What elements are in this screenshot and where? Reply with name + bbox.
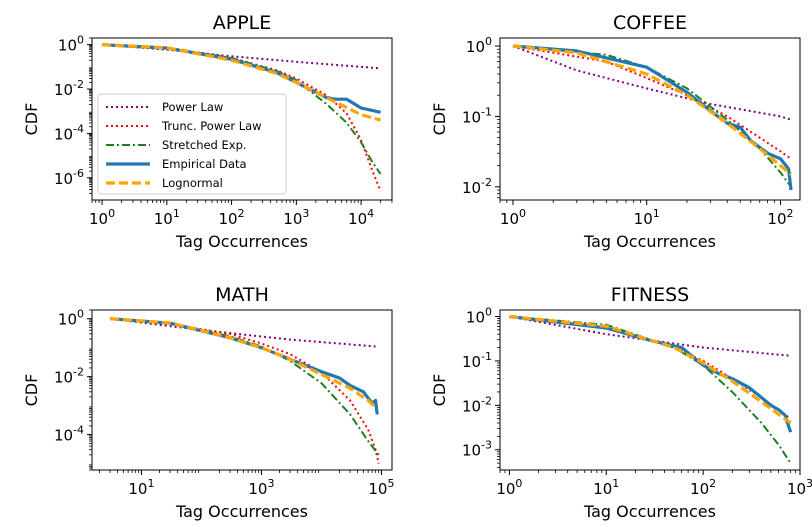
chart-panel-math: MATH 101 103 105 100 10-2 10-4 Tag Occurrences C… <box>22 284 394 521</box>
x-tick-label: 101 <box>593 477 619 498</box>
x-tick-label: 104 <box>348 207 374 228</box>
y-tick-label: 10-2 <box>54 366 84 387</box>
series-line-trunc-power-law <box>509 315 792 420</box>
x-tick-label: 100 <box>89 207 115 228</box>
series-line-trunc-power-law <box>101 43 382 192</box>
minor-ticks <box>497 318 796 473</box>
series-line-power-law <box>109 317 376 348</box>
x-tick-label: 103 <box>787 477 812 498</box>
y-tick-label: 10-2 <box>462 176 492 197</box>
legend-label: Empirical Data <box>162 157 247 171</box>
y-tick-label: 10-6 <box>54 167 84 188</box>
x-axis-label: Tag Occurrences <box>175 502 308 521</box>
series-group <box>101 43 382 192</box>
legend-label: Stretched Exp. <box>162 138 247 152</box>
y-tick-label: 100 <box>466 35 492 56</box>
series-group <box>509 314 793 464</box>
series-line-empirical-data <box>512 44 793 191</box>
y-tick-label: 10-1 <box>462 350 492 371</box>
y-axis-label: CDF <box>430 374 449 407</box>
legend-label: Trunc. Power Law <box>161 119 262 133</box>
chart-panel-coffee: COFFEE 100 101 102 100 10-1 10-2 Tag Occurrence… <box>430 12 801 251</box>
y-tick-label: 10-3 <box>462 439 492 460</box>
x-tick-label: 100 <box>500 207 526 228</box>
x-tick-label: 101 <box>634 207 660 228</box>
series-line-lognormal <box>509 314 792 425</box>
series-group <box>109 317 380 464</box>
x-axis-label: Tag Occurrences <box>175 232 308 251</box>
series-line-empirical-data <box>509 314 793 433</box>
x-tick-label: 103 <box>283 207 309 228</box>
x-tick-label: 105 <box>368 477 394 498</box>
legend-label: Power Law <box>162 100 223 114</box>
chart-panel-apple: APPLE 100 101 102 103 104 100 10-2 10-4 10-6 Tag O… <box>22 12 393 251</box>
plot-frame <box>499 309 801 471</box>
chart-title: MATH <box>215 284 269 306</box>
legend-box <box>97 93 287 195</box>
series-line-lognormal <box>101 43 382 122</box>
series-group <box>512 44 793 191</box>
y-axis-label: CDF <box>430 103 449 136</box>
x-tick-label: 101 <box>128 477 154 498</box>
plot-frame <box>499 37 801 201</box>
series-line-trunc-power-law <box>512 45 792 160</box>
plot-frame <box>91 309 393 471</box>
series-line-lognormal <box>109 317 379 410</box>
plot-frame <box>91 37 393 201</box>
series-line-stretched-exp <box>512 45 792 188</box>
y-tick-label: 10-4 <box>54 122 84 143</box>
chart-title: FITNESS <box>611 284 689 306</box>
series-line-stretched-exp <box>509 315 792 464</box>
chart-title: COFFEE <box>613 12 687 34</box>
y-axis-label: CDF <box>22 374 41 407</box>
x-axis-label: Tag Occurrences <box>583 502 716 521</box>
x-tick-label: 102 <box>219 207 245 228</box>
y-tick-label: 100 <box>58 308 84 329</box>
y-tick-label: 10-1 <box>462 105 492 126</box>
y-tick-label: 10-2 <box>462 394 492 415</box>
series-line-power-law <box>509 315 791 357</box>
legend: Power Law Trunc. Power Law Stretched Exp. E… <box>97 93 287 195</box>
x-tick-label: 102 <box>690 477 716 498</box>
legend-label: Lognormal <box>162 176 223 190</box>
x-tick-label: 103 <box>248 477 274 498</box>
x-axis-label: Tag Occurrences <box>583 232 716 251</box>
x-tick-label: 100 <box>496 477 522 498</box>
y-axis-label: CDF <box>22 103 41 136</box>
y-tick-label: 100 <box>58 34 84 55</box>
chart-panel-fitness: FITNESS 100 101 102 103 100 10-1 10-2 10-3 Tag Oc… <box>430 284 812 521</box>
y-tick-label: 10-4 <box>54 424 84 445</box>
minor-ticks <box>89 309 380 473</box>
x-tick-label: 102 <box>767 207 793 228</box>
y-tick-label: 10-2 <box>54 78 84 99</box>
series-line-empirical-data <box>109 317 379 415</box>
x-tick-label: 101 <box>154 207 180 228</box>
chart-title: APPLE <box>213 12 272 34</box>
y-tick-label: 100 <box>466 305 492 326</box>
series-line-trunc-power-law <box>110 317 380 464</box>
series-line-power-law <box>512 45 792 121</box>
